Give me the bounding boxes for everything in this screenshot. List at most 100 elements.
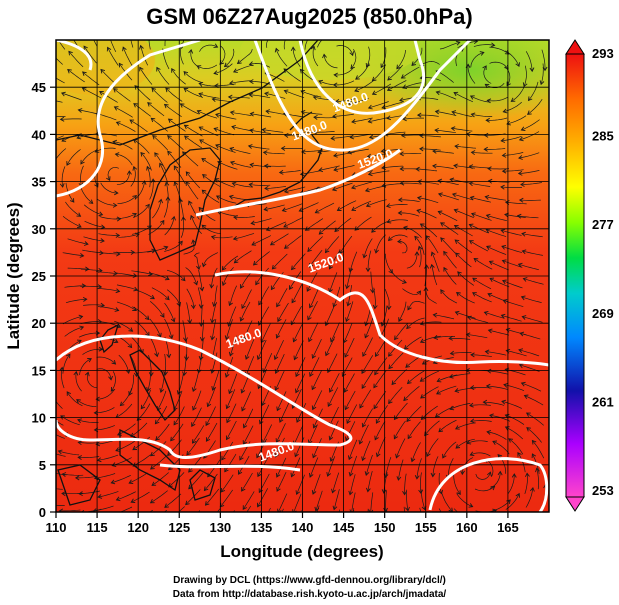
streamline <box>385 490 387 512</box>
streamline-arrowhead <box>484 349 490 355</box>
streamline-arrowhead <box>333 166 339 172</box>
streamline-arrowhead <box>395 453 400 459</box>
streamline-arrowhead <box>410 457 416 463</box>
streamline-arrowhead <box>240 388 246 394</box>
streamline <box>455 252 472 268</box>
streamline <box>486 246 507 255</box>
x-tick-label: 120 <box>127 520 149 535</box>
streamline-arrowhead <box>500 138 506 143</box>
streamline <box>403 226 422 238</box>
streamline-arrowhead <box>239 455 244 461</box>
streamline <box>370 492 374 512</box>
streamline-arrowhead <box>269 240 275 246</box>
streamline-arrowhead <box>365 526 369 530</box>
streamline-arrowhead <box>454 388 460 393</box>
streamline-arrowhead <box>47 72 51 76</box>
streamline <box>56 57 63 65</box>
streamline-arrowhead <box>332 82 338 88</box>
streamline-arrowhead <box>256 355 262 361</box>
streamline <box>131 270 153 275</box>
streamline-arrowhead <box>518 136 524 142</box>
streamline <box>229 335 238 356</box>
streamline <box>452 193 473 201</box>
streamline <box>389 269 407 284</box>
streamline-arrowhead <box>500 228 506 234</box>
streamline-arrowhead <box>309 303 314 309</box>
streamline-arrowhead <box>255 280 260 286</box>
streamline-arrowhead <box>365 202 371 208</box>
streamline-arrowhead <box>192 405 197 411</box>
streamline <box>116 491 136 501</box>
streamline-arrowhead <box>402 490 407 496</box>
streamline <box>350 49 357 69</box>
streamline-arrowhead <box>301 149 306 155</box>
streamline <box>183 71 202 83</box>
streamline <box>284 186 306 193</box>
streamline <box>520 182 542 185</box>
streamline-arrowhead <box>80 159 85 165</box>
streamline <box>485 351 507 356</box>
streamline-arrowhead <box>225 404 231 410</box>
streamline <box>216 507 221 512</box>
streamline <box>327 387 339 407</box>
streamline <box>160 371 165 393</box>
streamline-arrowhead <box>415 166 420 172</box>
streamline <box>525 51 533 72</box>
streamline-arrowhead <box>190 304 196 310</box>
streamline-arrowhead <box>201 262 207 268</box>
x-tick-label: 135 <box>251 520 273 535</box>
streamline-arrowhead <box>367 171 373 177</box>
streamline <box>438 211 458 222</box>
streamline-arrowhead <box>238 470 243 475</box>
streamline-arrowhead <box>371 228 376 233</box>
chart-title: GSM 06Z27Aug2025 (850.0hPa) <box>146 4 473 29</box>
streamline-arrowhead <box>141 180 147 185</box>
streamline <box>59 509 81 512</box>
streamline <box>343 322 353 343</box>
streamline-arrowhead <box>483 146 488 152</box>
streamline <box>506 350 527 357</box>
streamline-arrowhead <box>482 65 487 71</box>
streamline-arrowhead <box>209 284 215 289</box>
y-tick-label: 45 <box>32 80 46 95</box>
streamline <box>249 184 271 186</box>
streamline-arrowhead <box>503 382 508 388</box>
streamline-arrowhead <box>487 471 492 477</box>
streamline <box>373 370 387 388</box>
streamline <box>164 241 183 252</box>
streamline <box>86 372 98 389</box>
streamline-arrowhead <box>81 509 85 512</box>
streamline <box>486 117 508 121</box>
streamline-arrowhead <box>506 120 511 126</box>
streamline <box>474 486 495 492</box>
streamline-arrowhead <box>274 524 278 528</box>
streamline-arrowhead <box>367 104 373 110</box>
streamline-arrowhead <box>247 144 253 149</box>
streamline <box>404 336 422 350</box>
streamline-arrowhead <box>127 343 133 349</box>
streamline-arrowhead <box>147 102 152 107</box>
streamline-arrowhead <box>241 486 246 492</box>
streamline <box>78 332 100 338</box>
streamline-arrowhead <box>453 163 458 169</box>
streamline-arrowhead <box>203 486 209 492</box>
streamline-arrowhead <box>111 462 117 467</box>
streamline <box>434 335 456 339</box>
streamline-arrowhead <box>371 90 377 96</box>
streamline <box>329 420 339 440</box>
streamline-arrowhead <box>437 178 443 184</box>
streamline-arrowhead <box>308 472 314 478</box>
streamline-arrowhead <box>521 315 527 320</box>
streamline-arrowhead <box>403 345 409 350</box>
streamline <box>518 170 540 174</box>
streamline-arrowhead <box>331 186 337 192</box>
streamline <box>349 455 358 477</box>
streamline-arrowhead <box>336 206 342 211</box>
streamline-arrowhead <box>183 337 188 342</box>
streamline <box>317 40 323 48</box>
streamline-arrowhead <box>424 431 429 437</box>
streamline <box>266 40 269 48</box>
streamline <box>354 216 372 231</box>
streamline <box>100 69 117 85</box>
streamline <box>384 288 390 310</box>
